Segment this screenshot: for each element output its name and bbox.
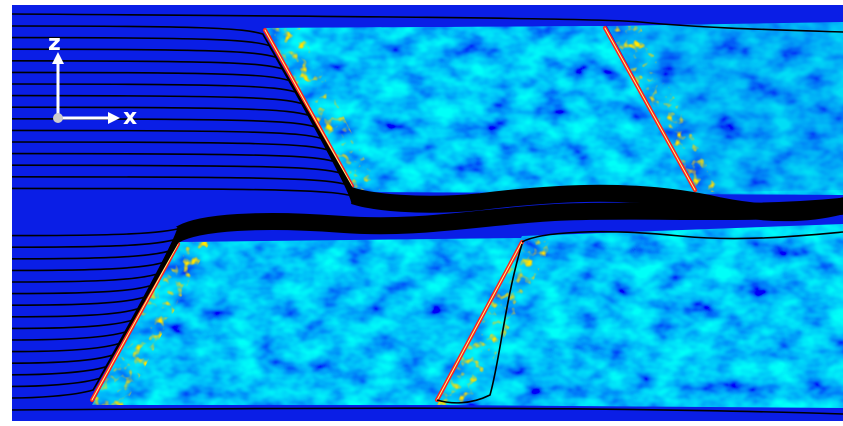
flow-visualization: z x <box>0 0 843 426</box>
x-label: x <box>123 105 137 130</box>
z-label: z <box>48 31 61 56</box>
